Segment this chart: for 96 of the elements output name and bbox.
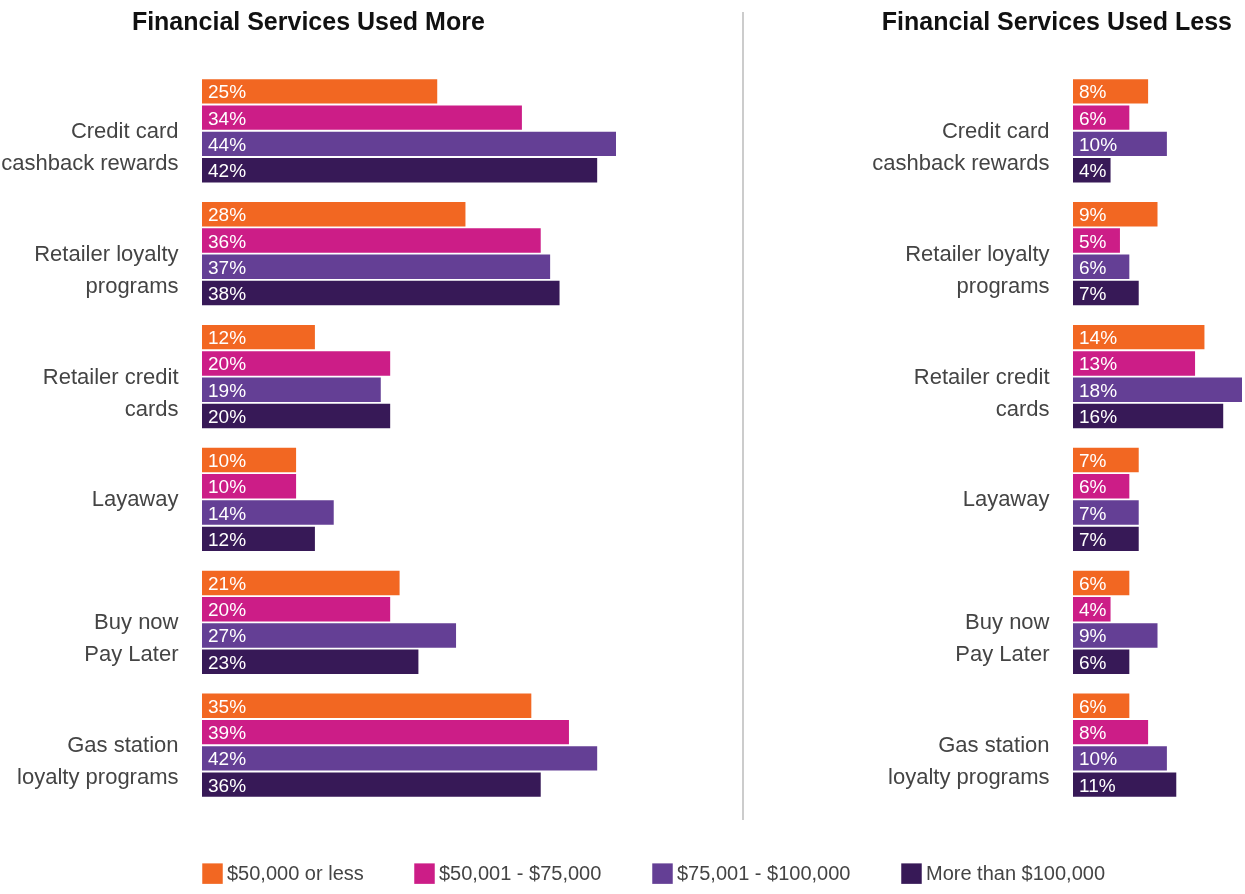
y-tick-label: Retailer credit cards [42, 363, 179, 421]
bar [202, 719, 569, 745]
bar [202, 474, 297, 499]
y-tick-label: Buy now Pay Later [955, 609, 1050, 667]
data-label: 36% [208, 774, 247, 796]
data-label: 23% [208, 651, 247, 673]
data-label: 6% [1079, 651, 1107, 673]
data-label: 38% [208, 283, 247, 305]
y-tick-label: Retailer credit cards [913, 363, 1050, 421]
data-label: 6% [1079, 476, 1107, 498]
data-label: 10% [208, 450, 247, 472]
data-label: 14% [1079, 327, 1118, 349]
data-label: 6% [1079, 107, 1107, 129]
bar [202, 254, 551, 279]
data-label: 12% [208, 327, 247, 349]
data-label: 16% [1079, 405, 1118, 427]
data-label: 39% [208, 722, 247, 744]
data-label: 34% [208, 107, 247, 129]
chart-title: Financial Services Used More [131, 7, 485, 35]
data-label: 42% [208, 748, 247, 770]
data-label: 8% [1079, 81, 1107, 103]
data-label: 27% [208, 625, 247, 647]
y-tick-label: Gas station loyalty programs [888, 732, 1050, 790]
data-label: 20% [208, 353, 247, 375]
bar [202, 79, 438, 104]
legend-label: More than $100,000 [926, 861, 1106, 884]
bar [202, 157, 598, 183]
bar [1073, 500, 1139, 525]
data-label: 12% [208, 528, 247, 550]
y-tick-label: Layaway [91, 486, 179, 512]
y-tick-label: Gas station loyalty programs [17, 732, 179, 790]
legend-label: $50,000 or less [227, 861, 364, 884]
data-label: 20% [208, 599, 247, 621]
data-label: 14% [208, 502, 247, 524]
y-tick-label: Buy now Pay Later [84, 609, 179, 667]
data-label: 6% [1079, 695, 1107, 717]
bar [202, 693, 532, 719]
data-label: 7% [1079, 450, 1107, 472]
bar [202, 280, 560, 306]
data-label: 18% [1079, 379, 1118, 401]
data-label: 7% [1079, 502, 1107, 524]
data-label: 19% [208, 379, 247, 401]
bar [202, 403, 391, 429]
bar [1073, 746, 1167, 771]
y-tick-label: Credit card cashback rewards [872, 117, 1050, 175]
legend-label: $75,001 - $100,000 [677, 861, 851, 884]
y-tick-label: Retailer loyalty programs [905, 240, 1050, 298]
data-label: 4% [1079, 160, 1107, 182]
legend-label: $50,001 - $75,000 [439, 861, 602, 884]
y-tick-label: Credit card cashback rewards [1, 117, 179, 175]
data-label: 4% [1079, 599, 1107, 621]
data-label: 10% [1079, 133, 1118, 155]
bar [202, 649, 419, 674]
data-label: 13% [1079, 353, 1118, 375]
bar [1073, 79, 1149, 104]
data-label: 28% [208, 204, 247, 226]
bar [202, 131, 616, 157]
data-label: 10% [1079, 748, 1118, 770]
data-label: 9% [1079, 204, 1107, 226]
data-label: 8% [1079, 722, 1107, 744]
bar [202, 746, 598, 771]
data-label: 7% [1079, 283, 1107, 305]
data-label: 7% [1079, 528, 1107, 550]
bar [1073, 623, 1158, 648]
data-label: 35% [208, 695, 247, 717]
bar [1073, 351, 1196, 376]
bar [202, 597, 391, 622]
bar [202, 500, 334, 525]
data-label: 42% [208, 160, 247, 182]
y-tick-label: Layaway [962, 486, 1050, 512]
bar [1073, 403, 1224, 429]
bar [202, 772, 541, 797]
bar [202, 570, 400, 596]
bar [202, 202, 466, 227]
bar [1073, 377, 1242, 402]
bar [202, 351, 391, 376]
data-label: 36% [208, 230, 247, 252]
bar [202, 623, 457, 648]
data-label: 10% [208, 476, 247, 498]
data-label: 6% [1079, 256, 1107, 278]
data-label: 11% [1079, 774, 1116, 796]
bar [202, 105, 522, 130]
data-label: 37% [208, 256, 247, 278]
data-label: 44% [208, 133, 247, 155]
chart-title: Financial Services Used Less [881, 7, 1232, 35]
bar [1073, 772, 1177, 797]
bar [202, 228, 541, 253]
data-label: 6% [1079, 572, 1107, 594]
bar [202, 377, 381, 402]
data-label: 25% [208, 81, 247, 103]
bar [1073, 324, 1205, 350]
y-tick-label: Retailer loyalty programs [34, 240, 179, 298]
data-label: 21% [208, 572, 247, 594]
data-label: 5% [1079, 230, 1107, 252]
data-label: 9% [1079, 625, 1107, 647]
data-label: 20% [208, 405, 247, 427]
